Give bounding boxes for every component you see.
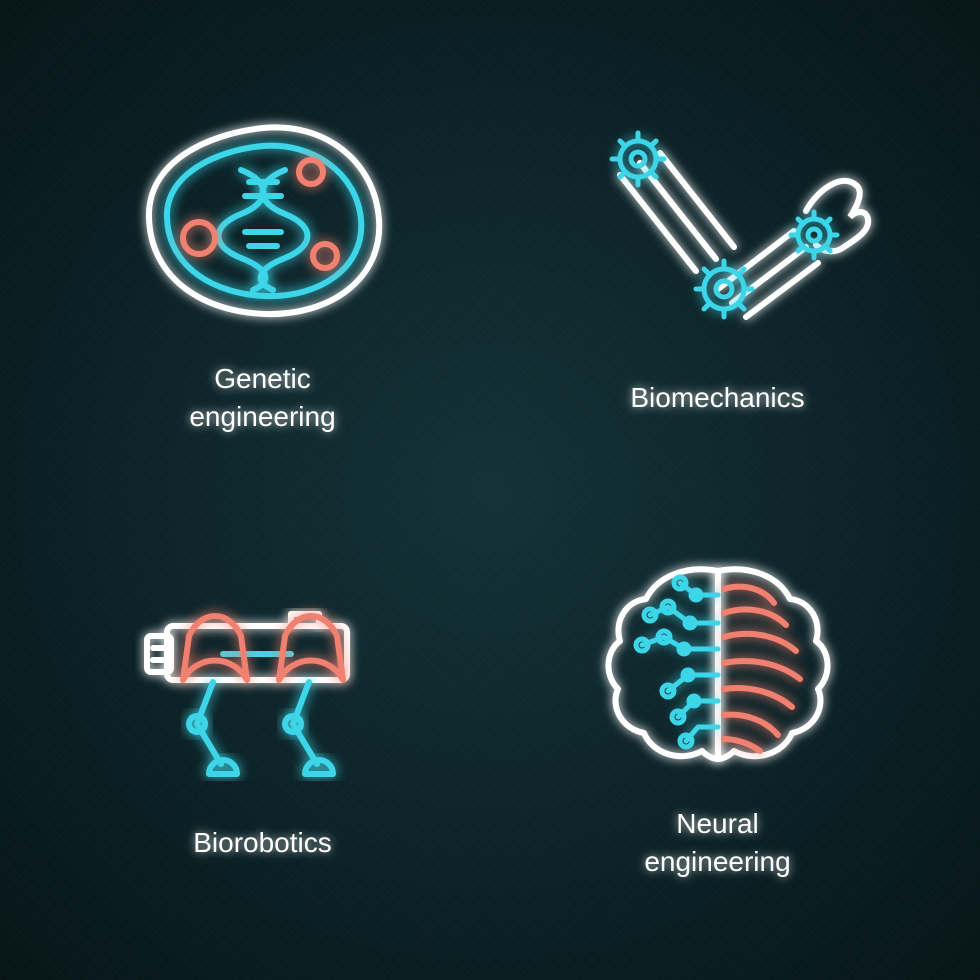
item-neural-engineering: Neural engineering [505, 505, 930, 920]
item-genetic-engineering: Genetic engineering [50, 60, 475, 475]
brain-circuit-icon [568, 545, 868, 785]
item-biomechanics: Biomechanics [505, 60, 930, 475]
label-genetic-engineering: Genetic engineering [189, 360, 335, 436]
item-biorobotics: Biorobotics [50, 505, 475, 920]
arm-gears-icon [568, 119, 868, 359]
label-biomechanics: Biomechanics [630, 379, 804, 417]
robot-dog-icon [113, 564, 413, 804]
cell-dna-icon [113, 100, 413, 340]
label-biorobotics: Biorobotics [193, 824, 332, 862]
label-neural-engineering: Neural engineering [644, 805, 790, 881]
